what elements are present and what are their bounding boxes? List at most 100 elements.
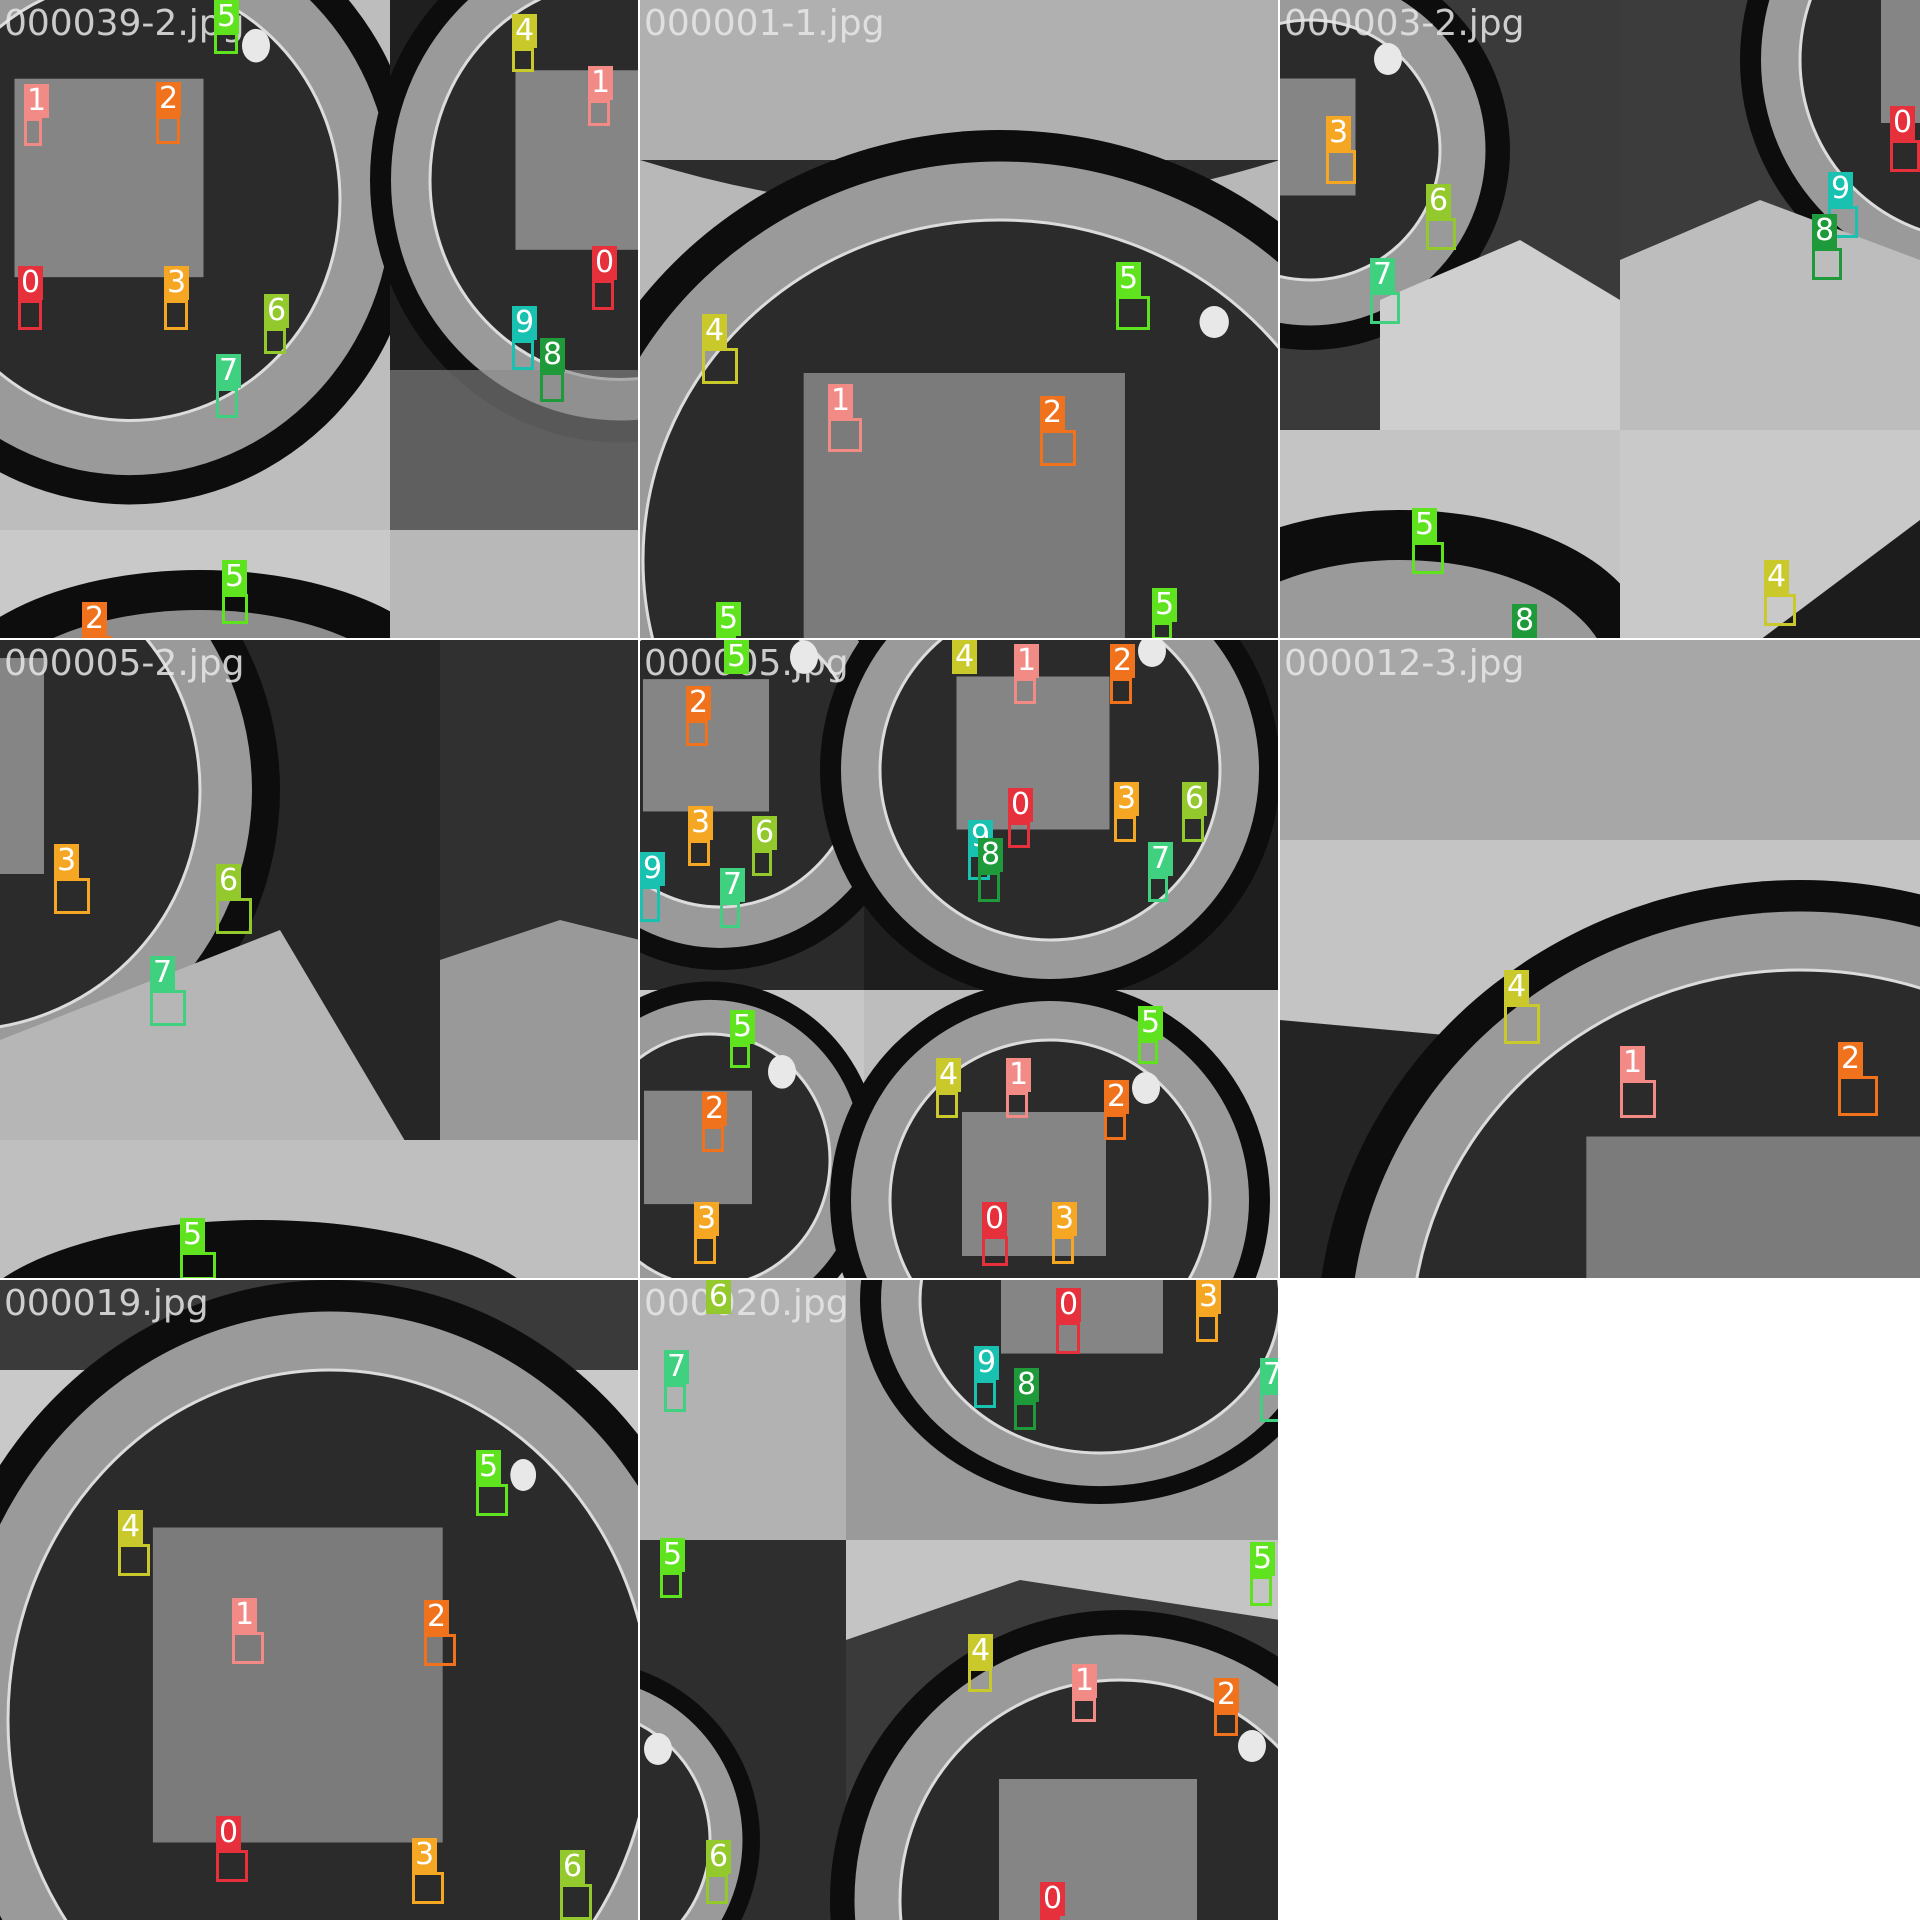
detection-class-label: 1 [828, 384, 854, 418]
detection-box [1812, 248, 1842, 280]
detection-box [216, 898, 252, 934]
tile-separator [1278, 0, 1280, 1920]
detection-box [560, 1884, 592, 1920]
detection-box [1052, 1236, 1074, 1264]
detection-box [686, 720, 708, 746]
detection-box [1008, 822, 1030, 848]
detection-box [752, 850, 772, 876]
detection-box [164, 300, 188, 330]
detection-class-label: 2 [1110, 644, 1136, 678]
detection-box [968, 1668, 992, 1692]
detection-class-label: 1 [1620, 1046, 1646, 1080]
detection-class-label: 0 [592, 246, 618, 280]
detection-class-label: 5 [1412, 508, 1438, 542]
detection-class-label: 4 [512, 14, 538, 48]
detection-class-label: 1 [1006, 1058, 1032, 1092]
detection-class-label: 3 [412, 1838, 438, 1872]
tile-filename: 000001-1.jpg [644, 3, 885, 44]
detection-class-label: 1 [588, 66, 614, 100]
detection-class-label: 7 [720, 868, 746, 902]
detection-box [1370, 292, 1400, 324]
detection-class-label: 8 [1014, 1368, 1040, 1402]
detection-box [118, 1544, 150, 1576]
detection-box [702, 348, 738, 384]
detection-box [1138, 1040, 1158, 1064]
detection-box [702, 1126, 724, 1152]
detection-box [180, 1252, 216, 1280]
detection-box [150, 990, 186, 1026]
detection-class-label: 0 [216, 1816, 242, 1850]
detection-box [640, 886, 660, 922]
detection-class-label: 8 [1512, 604, 1538, 638]
detection-class-label: 5 [180, 1218, 206, 1252]
detection-class-label: 5 [214, 0, 240, 34]
detection-class-label: 6 [706, 1280, 732, 1314]
detection-box [1250, 1576, 1272, 1606]
detection-box [1764, 594, 1796, 626]
detection-class-label: 3 [1326, 116, 1352, 150]
detection-box [592, 280, 614, 310]
detection-class-label: 3 [688, 806, 714, 840]
detection-class-label: 9 [512, 306, 538, 340]
detection-box [1116, 296, 1150, 330]
detection-box [660, 1572, 682, 1598]
detection-box [694, 1236, 716, 1264]
tile-filename: 000020.jpg [644, 1283, 849, 1324]
image-tile: 000003-2.jpg 0 3 9 6 8 7 5 4 8 [1280, 0, 1920, 640]
detection-class-label: 0 [18, 266, 44, 300]
detection-box [1148, 876, 1168, 902]
detection-class-label: 7 [1370, 258, 1396, 292]
detection-class-label: 0 [1056, 1288, 1082, 1322]
detection-class-label: 5 [476, 1450, 502, 1484]
image-tile: 000001-1.jpg 5 4 1 2 5 5 [640, 0, 1280, 640]
detection-class-label: 3 [694, 1202, 720, 1236]
detection-class-label: 6 [1182, 782, 1208, 816]
detection-box [1014, 1402, 1036, 1430]
detection-box [540, 372, 564, 402]
detection-box [1040, 430, 1076, 466]
detection-box [982, 1236, 1008, 1266]
detection-class-label: 1 [1072, 1664, 1098, 1698]
detection-box [18, 300, 42, 330]
detection-class-label: 3 [54, 844, 80, 878]
image-tile: 000005-2.jpg 3 6 7 5 [0, 640, 640, 1280]
detection-class-label: 4 [702, 314, 728, 348]
detection-class-label: 5 [1152, 588, 1178, 622]
detection-box [1006, 1092, 1028, 1118]
detection-class-label: 2 [156, 82, 182, 116]
detection-box [1196, 1314, 1218, 1342]
detection-class-label: 4 [952, 640, 978, 674]
detection-class-label: 6 [264, 294, 290, 328]
detection-box [512, 340, 534, 370]
detection-box [1110, 678, 1132, 704]
image-tile: 000012-3.jpg 4 1 2 [1280, 640, 1920, 1280]
detection-class-label: 6 [1426, 184, 1452, 218]
detection-class-label: 7 [664, 1350, 690, 1384]
detection-box [688, 840, 710, 866]
detection-class-label: 5 [222, 560, 248, 594]
detection-box [1504, 1004, 1540, 1044]
detection-box [216, 1850, 248, 1882]
detection-class-label: 4 [1504, 970, 1530, 1004]
detection-class-label: 9 [974, 1346, 1000, 1380]
detection-class-label: 1 [24, 84, 50, 118]
detection-box [1104, 1114, 1126, 1140]
detection-box [1890, 140, 1920, 172]
detection-class-label: 0 [982, 1202, 1008, 1236]
detection-box [1056, 1322, 1080, 1354]
detection-class-label: 7 [1148, 842, 1174, 876]
detection-class-label: 7 [150, 956, 176, 990]
detection-class-label: 6 [752, 816, 778, 850]
detection-box [24, 118, 42, 146]
detection-box [1412, 542, 1444, 574]
detection-class-label: 7 [1260, 1358, 1280, 1392]
detection-class-label: 1 [1014, 644, 1040, 678]
detection-box [1326, 150, 1356, 184]
detection-box [974, 1380, 996, 1408]
detection-box [216, 388, 238, 418]
detection-box [1114, 816, 1136, 842]
detection-class-label: 4 [936, 1058, 962, 1092]
detection-class-label: 3 [1052, 1202, 1078, 1236]
detection-class-label: 3 [1114, 782, 1140, 816]
